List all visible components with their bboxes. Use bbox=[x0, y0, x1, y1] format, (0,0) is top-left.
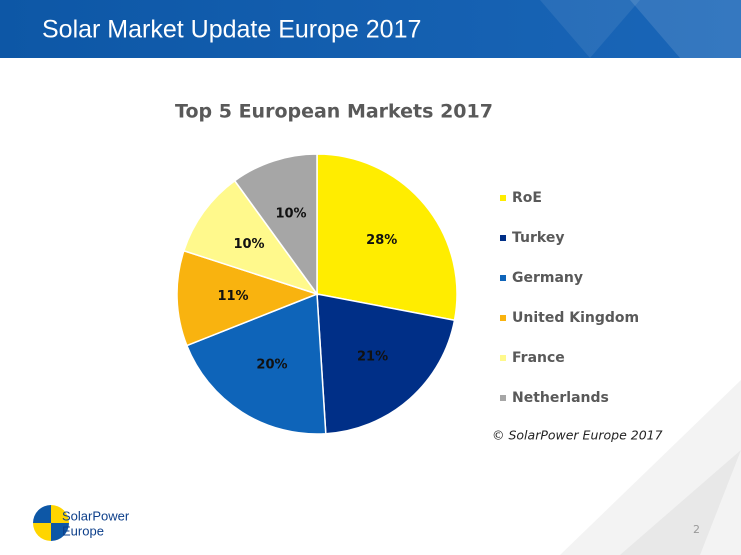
legend-marker bbox=[500, 195, 506, 201]
pie-slice bbox=[316, 293, 456, 435]
logo-mark bbox=[51, 523, 69, 541]
header-decoration bbox=[630, 0, 741, 58]
legend-label: Turkey bbox=[512, 230, 564, 246]
legend-marker bbox=[500, 235, 506, 241]
chart-title: Top 5 European Markets 2017 bbox=[175, 101, 493, 123]
background-decoration bbox=[620, 450, 741, 555]
data-label: 11% bbox=[217, 289, 248, 304]
legend-label: France bbox=[512, 350, 565, 366]
pie-slice bbox=[316, 153, 458, 322]
logo-mark bbox=[33, 523, 51, 541]
header-decoration bbox=[540, 0, 640, 58]
legend-marker bbox=[500, 395, 506, 401]
legend-label: United Kingdom bbox=[512, 310, 639, 326]
pie-slice bbox=[176, 249, 320, 347]
data-label: 28% bbox=[366, 233, 397, 248]
legend-marker bbox=[500, 315, 506, 321]
logo-text: SolarPower bbox=[62, 508, 130, 523]
legend-label: RoE bbox=[512, 190, 542, 206]
slide-title: Solar Market Update Europe 2017 bbox=[42, 16, 421, 44]
data-label: 10% bbox=[275, 207, 306, 222]
annotation: © SolarPower Europe 2017 bbox=[492, 428, 663, 443]
logo-text: Europe bbox=[62, 523, 104, 538]
page-number: 2 bbox=[693, 523, 700, 536]
data-label: 20% bbox=[256, 357, 287, 372]
pie-slice bbox=[233, 153, 318, 297]
pie-slice bbox=[182, 179, 319, 296]
logo-mark bbox=[33, 505, 51, 523]
header-band bbox=[0, 0, 741, 58]
logo bbox=[33, 505, 69, 541]
legend-marker bbox=[500, 355, 506, 361]
legend-label: Germany bbox=[512, 270, 583, 286]
logo-mark bbox=[51, 505, 69, 523]
legend-label: Netherlands bbox=[512, 390, 609, 406]
legend-marker bbox=[500, 275, 506, 281]
pie-slice bbox=[185, 292, 327, 435]
data-label: 10% bbox=[233, 237, 264, 252]
data-label: 21% bbox=[357, 350, 388, 365]
